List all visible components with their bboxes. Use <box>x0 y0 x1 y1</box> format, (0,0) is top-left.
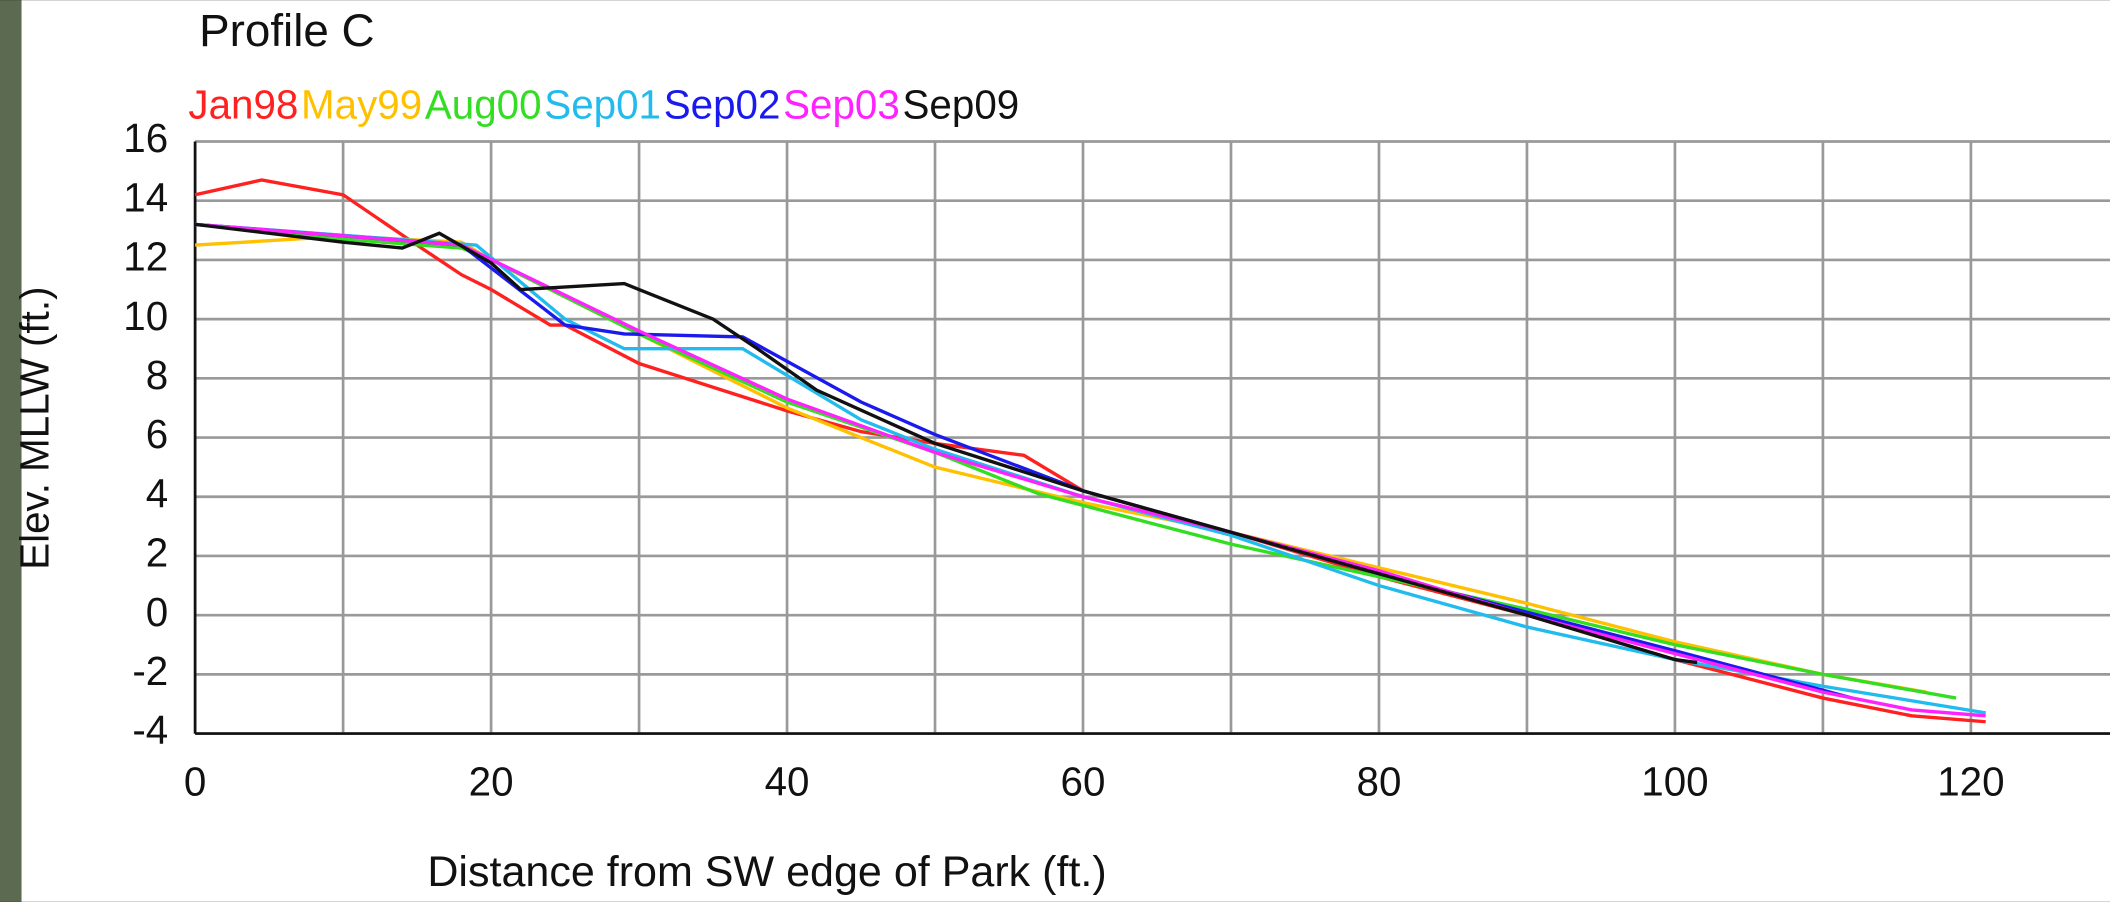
x-tick-label: 60 <box>1061 758 1106 804</box>
legend-entry: Sep09 <box>903 82 1020 128</box>
line <box>194 222 1698 665</box>
y-tick-label: 14 <box>123 174 168 220</box>
legend-entry: Sep03 <box>783 82 900 128</box>
y-tick-label: 0 <box>146 589 168 635</box>
legend-entry: Aug00 <box>425 82 542 128</box>
y-tick-label: -2 <box>132 648 168 694</box>
x-tick-label: 100 <box>1641 758 1708 804</box>
y-tick-label: 12 <box>123 234 168 280</box>
y-tick-label: 2 <box>146 530 168 576</box>
x-axis-label: Distance from SW edge of Park (ft.) <box>427 848 1106 896</box>
x-tick-label: 20 <box>469 758 514 804</box>
chart-panel <box>21 0 2110 902</box>
legend-entry: Sep02 <box>664 82 781 128</box>
x-tick-label: 80 <box>1357 758 1402 804</box>
x-tick-label: 120 <box>1937 758 2004 804</box>
x-tick-label: 0 <box>184 758 206 804</box>
chart-title: Profile C <box>199 5 374 56</box>
y-tick-label: 6 <box>146 411 168 457</box>
legend-entry: May99 <box>301 82 422 128</box>
y-axis-label: Elev. MLLW (ft.) <box>11 286 57 569</box>
legend-entry: Sep01 <box>544 82 661 128</box>
x-tick-label: 40 <box>765 758 810 804</box>
y-tick-label: -4 <box>132 707 168 753</box>
y-tick-label: 8 <box>146 352 168 398</box>
y-tick-label: 4 <box>146 470 168 516</box>
y-tick-label: 16 <box>123 115 168 161</box>
y-tick-label: 10 <box>123 293 168 339</box>
legend: Jan98 May99 Aug00 Sep01 Sep02 Sep03 Sep09 <box>188 82 1019 128</box>
legend-entry: Jan98 <box>188 82 298 128</box>
line <box>194 222 1853 700</box>
photo-edge <box>0 0 22 902</box>
